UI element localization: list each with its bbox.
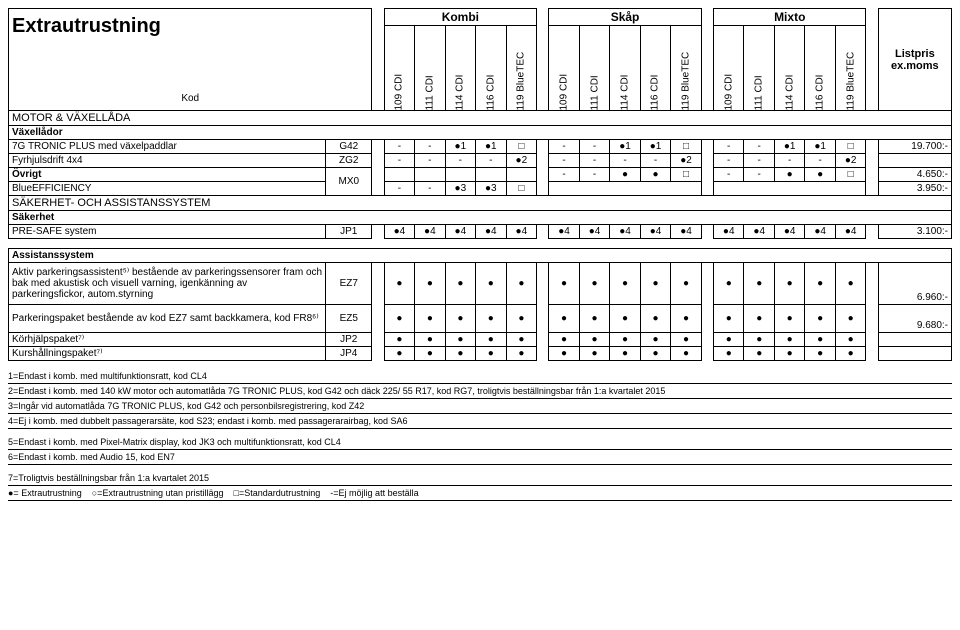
- sub-assist: Assistanssystem: [9, 249, 952, 263]
- note-1: 1=Endast i komb. med multifunktionsratt,…: [8, 369, 952, 384]
- legend-c: □=Standardutrustning: [234, 488, 321, 498]
- note-4: 4=Ej i komb. med dubbelt passagerarsäte,…: [8, 414, 952, 429]
- col-h: 116 CDI: [640, 26, 670, 111]
- col-h: 119 BlueTEC: [671, 26, 702, 111]
- col-h: 111 CDI: [415, 26, 445, 111]
- table-row: Fyrhjulsdrift 4x4 ZG2 ----●2 ----●2 ----…: [9, 154, 952, 168]
- col-h: 111 CDI: [579, 26, 609, 111]
- price-header: Listpris ex.moms: [878, 9, 951, 111]
- title-text: Extrautrustning: [12, 15, 161, 37]
- section-safety: SÄKERHET- OCH ASSISTANSSYSTEM: [9, 196, 952, 211]
- col-h: 111 CDI: [744, 26, 774, 111]
- col-h: 109 CDI: [549, 26, 579, 111]
- col-h: 119 BlueTEC: [835, 26, 866, 111]
- table-row: 7G TRONIC PLUS med växelpaddlar G42 - - …: [9, 140, 952, 154]
- legend-a: ●= Extrautrustning: [8, 488, 82, 498]
- note-7: 7=Troligtvis beställningsbar från 1:a kv…: [8, 471, 952, 486]
- legend: ●= Extrautrustning ○=Extrautrustning uta…: [8, 486, 952, 501]
- note-6: 6=Endast i komb. med Audio 15, kod EN7: [8, 450, 952, 465]
- table-row: Kurshållningspaket⁷⁾ JP4 ●●●●● ●●●●● ●●●…: [9, 347, 952, 361]
- note-3: 3=Ingår vid automatlåda 7G TRONIC PLUS, …: [8, 399, 952, 414]
- row-price: 19.700:-: [878, 140, 951, 154]
- col-h: 114 CDI: [445, 26, 475, 111]
- group-skap: Skåp: [549, 9, 702, 26]
- equipment-table: Extrautrustning Kod Kombi Skåp Mixto Lis…: [8, 8, 952, 361]
- table-row: Övrigt MX0 --●●□ --●●□ 4.650:-: [9, 168, 952, 182]
- section-motor: MOTOR & VÄXELLÅDA: [9, 111, 952, 126]
- group-kombi: Kombi: [384, 9, 536, 26]
- col-h: 114 CDI: [774, 26, 804, 111]
- col-h: 109 CDI: [713, 26, 743, 111]
- footnotes: 1=Endast i komb. med multifunktionsratt,…: [8, 369, 952, 486]
- col-h: 109 CDI: [384, 26, 414, 111]
- row-kod: G42: [326, 140, 372, 154]
- col-h: 114 CDI: [610, 26, 640, 111]
- note-2: 2=Endast i komb. med 140 kW motor och au…: [8, 384, 952, 399]
- table-row: BlueEFFICIENCY --●3●3□ 3.950:-: [9, 182, 952, 196]
- table-row: Aktiv parkeringsassistent⁵⁾ bestående av…: [9, 263, 952, 305]
- legend-d: -=Ej möjlig att beställa: [330, 488, 418, 498]
- col-h: 119 BlueTEC: [506, 26, 537, 111]
- note-5: 5=Endast i komb. med Pixel-Matrix displa…: [8, 435, 952, 450]
- legend-b: ○=Extrautrustning utan pristillägg: [92, 488, 224, 498]
- group-mixto: Mixto: [713, 9, 866, 26]
- sub-vaxel: Växellådor: [9, 126, 952, 140]
- col-h: 116 CDI: [805, 26, 835, 111]
- row-desc: 7G TRONIC PLUS med växelpaddlar: [9, 140, 326, 154]
- kod-label: Kod: [12, 93, 368, 104]
- col-h: 116 CDI: [476, 26, 506, 111]
- page-title: Extrautrustning Kod: [9, 9, 372, 111]
- table-row: Parkeringspaket bestående av kod EZ7 sam…: [9, 305, 952, 333]
- table-row: Körhjälpspaket⁷⁾ JP2 ●●●●● ●●●●● ●●●●●: [9, 333, 952, 347]
- sub-sakerhet: Säkerhet: [9, 211, 952, 225]
- table-row: PRE-SAFE system JP1 ●4●4●4●4●4 ●4●4●4●4●…: [9, 225, 952, 239]
- sub-ovrigt: Övrigt: [9, 168, 326, 182]
